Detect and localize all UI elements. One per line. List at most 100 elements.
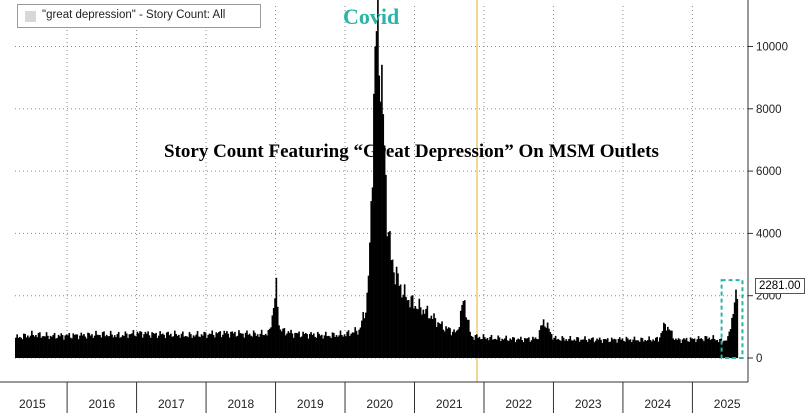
bar: [133, 335, 136, 358]
bar: [451, 331, 454, 358]
bar: [624, 341, 626, 358]
bar: [562, 337, 565, 358]
chart-annotation-title: Story Count Featuring “Great Depression”…: [164, 141, 659, 162]
bar: [115, 337, 117, 358]
bar: [267, 330, 270, 358]
bar: [195, 334, 198, 358]
bar: [430, 315, 433, 358]
bar: [119, 337, 121, 358]
bar: [443, 331, 446, 358]
bar: [103, 331, 105, 358]
bar: [147, 331, 149, 358]
bar: [703, 341, 705, 358]
bar: [80, 332, 83, 358]
bar: [533, 338, 536, 358]
bar: [123, 336, 125, 358]
bar: [365, 312, 367, 358]
bar: [608, 342, 610, 358]
bar: [427, 318, 430, 358]
x-axis-year-label: 2025: [714, 397, 741, 411]
bar: [609, 341, 612, 358]
bar: [544, 326, 546, 358]
bar: [497, 335, 499, 358]
bar: [192, 335, 195, 358]
bar: [85, 338, 88, 358]
bar: [585, 339, 588, 358]
bar: [25, 337, 28, 358]
bar: [279, 329, 282, 358]
bar: [598, 337, 601, 358]
bar: [124, 331, 127, 358]
bar: [248, 333, 251, 358]
bar: [628, 340, 630, 358]
bar: [556, 339, 558, 358]
bar: [378, 75, 381, 358]
bar: [341, 335, 343, 358]
bar: [614, 339, 617, 358]
bar: [389, 231, 391, 358]
bar: [155, 332, 157, 358]
bar: [669, 330, 672, 358]
bar: [441, 321, 443, 358]
bar: [689, 337, 692, 358]
bar: [88, 333, 91, 358]
bar: [418, 298, 421, 358]
bar: [399, 284, 402, 358]
bar: [736, 298, 739, 358]
bar: [570, 340, 573, 358]
bar: [77, 339, 80, 358]
bar: [17, 337, 20, 358]
bar: [246, 330, 248, 358]
bar: [528, 337, 530, 358]
bar: [16, 334, 18, 358]
bar: [592, 337, 594, 358]
bar: [638, 341, 641, 358]
bar: [469, 331, 471, 358]
bar: [56, 337, 59, 358]
bar: [634, 340, 637, 358]
bar: [426, 305, 429, 358]
bar: [343, 334, 346, 358]
bar: [732, 313, 735, 358]
bar: [33, 336, 36, 358]
bar: [164, 338, 167, 358]
bar: [179, 337, 181, 358]
bar: [646, 340, 649, 358]
bar: [541, 325, 544, 358]
bar: [498, 337, 501, 358]
bar: [144, 331, 147, 358]
bar: [169, 333, 172, 358]
bar: [240, 333, 243, 358]
bar: [51, 336, 53, 358]
bar: [24, 334, 26, 358]
bar: [401, 297, 403, 358]
bar: [411, 295, 414, 358]
bar: [572, 340, 574, 358]
bar: [65, 334, 68, 358]
bar: [57, 334, 60, 358]
bar: [663, 322, 665, 358]
bar: [596, 338, 598, 358]
bar: [618, 337, 621, 358]
bar: [105, 334, 108, 358]
bar: [151, 332, 153, 358]
bar: [580, 339, 582, 358]
bar: [339, 330, 342, 358]
bar: [312, 333, 315, 358]
bar: [182, 331, 184, 358]
bar: [282, 328, 284, 358]
bar: [419, 307, 422, 358]
bar: [314, 336, 316, 358]
bar: [577, 337, 580, 358]
bar: [334, 336, 336, 358]
bar: [673, 339, 676, 358]
bar: [455, 330, 458, 358]
bar: [351, 332, 354, 358]
bar: [561, 336, 564, 358]
bar: [262, 334, 264, 358]
bar: [727, 336, 729, 358]
bar: [513, 337, 516, 358]
bar: [37, 332, 40, 358]
bar: [328, 336, 331, 358]
bar: [140, 331, 143, 358]
